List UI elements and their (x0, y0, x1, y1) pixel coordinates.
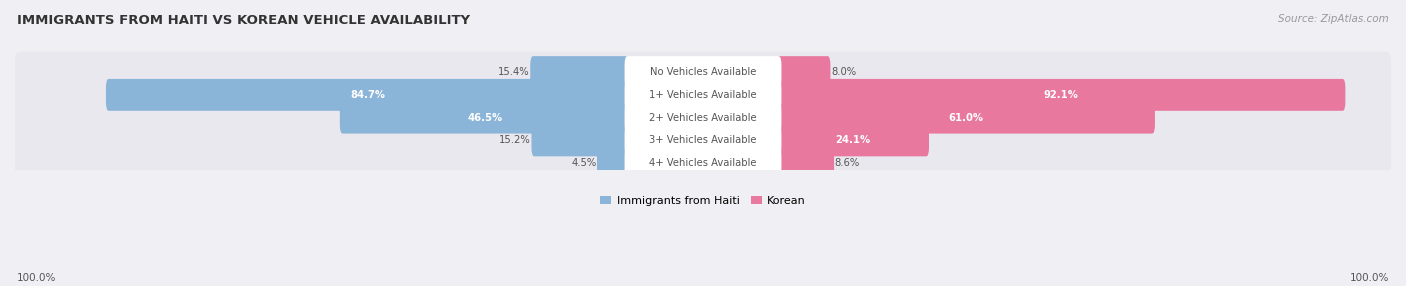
Text: 3+ Vehicles Available: 3+ Vehicles Available (650, 135, 756, 145)
FancyBboxPatch shape (15, 75, 1391, 115)
Text: 46.5%: 46.5% (467, 113, 502, 123)
Text: 2+ Vehicles Available: 2+ Vehicles Available (650, 113, 756, 123)
Text: IMMIGRANTS FROM HAITI VS KOREAN VEHICLE AVAILABILITY: IMMIGRANTS FROM HAITI VS KOREAN VEHICLE … (17, 14, 470, 27)
FancyBboxPatch shape (15, 97, 1391, 138)
FancyBboxPatch shape (624, 147, 782, 179)
FancyBboxPatch shape (15, 143, 1391, 183)
Text: 100.0%: 100.0% (17, 273, 56, 283)
Text: 24.1%: 24.1% (835, 135, 870, 145)
Text: 1+ Vehicles Available: 1+ Vehicles Available (650, 90, 756, 100)
FancyBboxPatch shape (624, 124, 782, 156)
FancyBboxPatch shape (624, 79, 782, 111)
Text: No Vehicles Available: No Vehicles Available (650, 67, 756, 77)
FancyBboxPatch shape (776, 56, 831, 88)
FancyBboxPatch shape (598, 147, 630, 179)
FancyBboxPatch shape (340, 102, 630, 134)
FancyBboxPatch shape (15, 120, 1391, 161)
FancyBboxPatch shape (624, 56, 782, 88)
Text: 8.6%: 8.6% (835, 158, 860, 168)
FancyBboxPatch shape (531, 124, 630, 156)
Text: 100.0%: 100.0% (1350, 273, 1389, 283)
Text: 92.1%: 92.1% (1043, 90, 1078, 100)
Text: Source: ZipAtlas.com: Source: ZipAtlas.com (1278, 14, 1389, 24)
FancyBboxPatch shape (776, 147, 834, 179)
Text: 61.0%: 61.0% (948, 113, 983, 123)
FancyBboxPatch shape (530, 56, 630, 88)
Legend: Immigrants from Haiti, Korean: Immigrants from Haiti, Korean (596, 191, 810, 210)
FancyBboxPatch shape (776, 102, 1154, 134)
FancyBboxPatch shape (105, 79, 630, 111)
Text: 84.7%: 84.7% (350, 90, 385, 100)
FancyBboxPatch shape (776, 124, 929, 156)
FancyBboxPatch shape (624, 102, 782, 134)
Text: 8.0%: 8.0% (831, 67, 856, 77)
Text: 15.4%: 15.4% (498, 67, 530, 77)
FancyBboxPatch shape (776, 79, 1346, 111)
FancyBboxPatch shape (15, 52, 1391, 92)
Text: 4.5%: 4.5% (571, 158, 596, 168)
Text: 15.2%: 15.2% (499, 135, 531, 145)
Text: 4+ Vehicles Available: 4+ Vehicles Available (650, 158, 756, 168)
